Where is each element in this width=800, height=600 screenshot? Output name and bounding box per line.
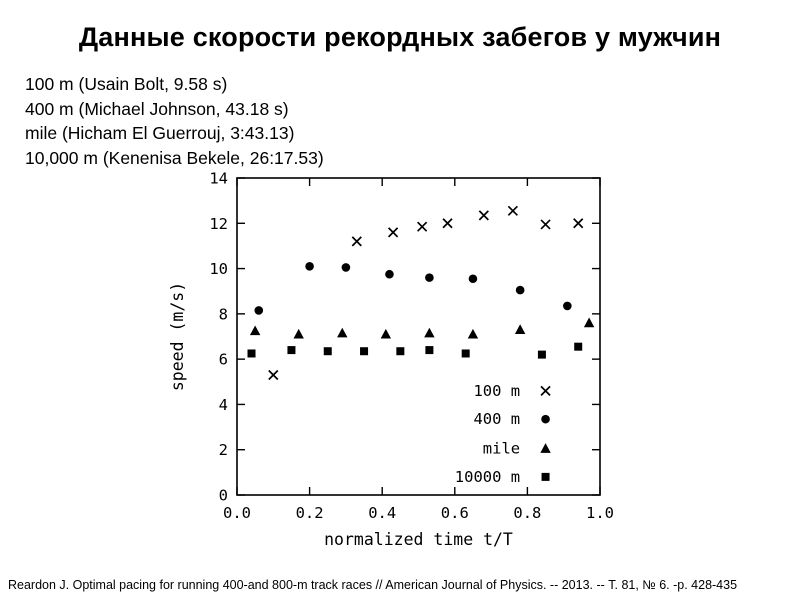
svg-text:0.2: 0.2	[296, 504, 324, 522]
svg-text:normalized time t/T: normalized time t/T	[324, 530, 513, 549]
chart-area: 0.0 0.2 0.4 0.6 0.8 1.0 0 2 4 6 8 10 12 14 normalized …	[165, 166, 635, 566]
citation: Reardon J. Optimal pacing for running 40…	[8, 578, 738, 592]
annotation-100m: 100 m (Usain Bolt, 9.58 s)	[25, 74, 228, 94]
svg-text:0.6: 0.6	[441, 504, 469, 522]
annotation-mile: mile (Hicham El Guerrouj, 3:43.13)	[25, 123, 295, 143]
svg-text:6: 6	[219, 351, 228, 369]
svg-text:12: 12	[209, 215, 228, 233]
speed-scatter-chart: 0.0 0.2 0.4 0.6 0.8 1.0 0 2 4 6 8 10 12 14 normalized …	[168, 170, 614, 550]
svg-text:8: 8	[219, 305, 228, 323]
svg-text:1.0: 1.0	[586, 504, 614, 522]
svg-text:400 m: 400 m	[473, 410, 520, 428]
svg-text:mile: mile	[483, 440, 520, 458]
svg-text:14: 14	[209, 170, 228, 188]
svg-text:speed (m/s): speed (m/s)	[168, 282, 187, 391]
record-annotations: 100 m (Usain Bolt, 9.58 s) 400 m (Michae…	[25, 72, 324, 170]
svg-text:100 m: 100 m	[473, 382, 520, 400]
svg-text:4: 4	[219, 396, 228, 414]
svg-text:10: 10	[209, 260, 228, 278]
svg-text:0.8: 0.8	[513, 504, 541, 522]
svg-text:0.4: 0.4	[368, 504, 396, 522]
annotation-10000m: 10,000 m (Kenenisa Bekele, 26:17.53)	[25, 147, 324, 168]
svg-text:2: 2	[219, 441, 228, 459]
slide-title: Данные скорости рекордных забегов у мужч…	[78, 22, 722, 52]
svg-text:0: 0	[219, 487, 228, 505]
svg-text:0.0: 0.0	[223, 504, 251, 522]
annotation-400m: 400 m (Michael Johnson, 43.18 s)	[25, 98, 289, 119]
svg-text:10000 m: 10000 m	[455, 468, 520, 486]
